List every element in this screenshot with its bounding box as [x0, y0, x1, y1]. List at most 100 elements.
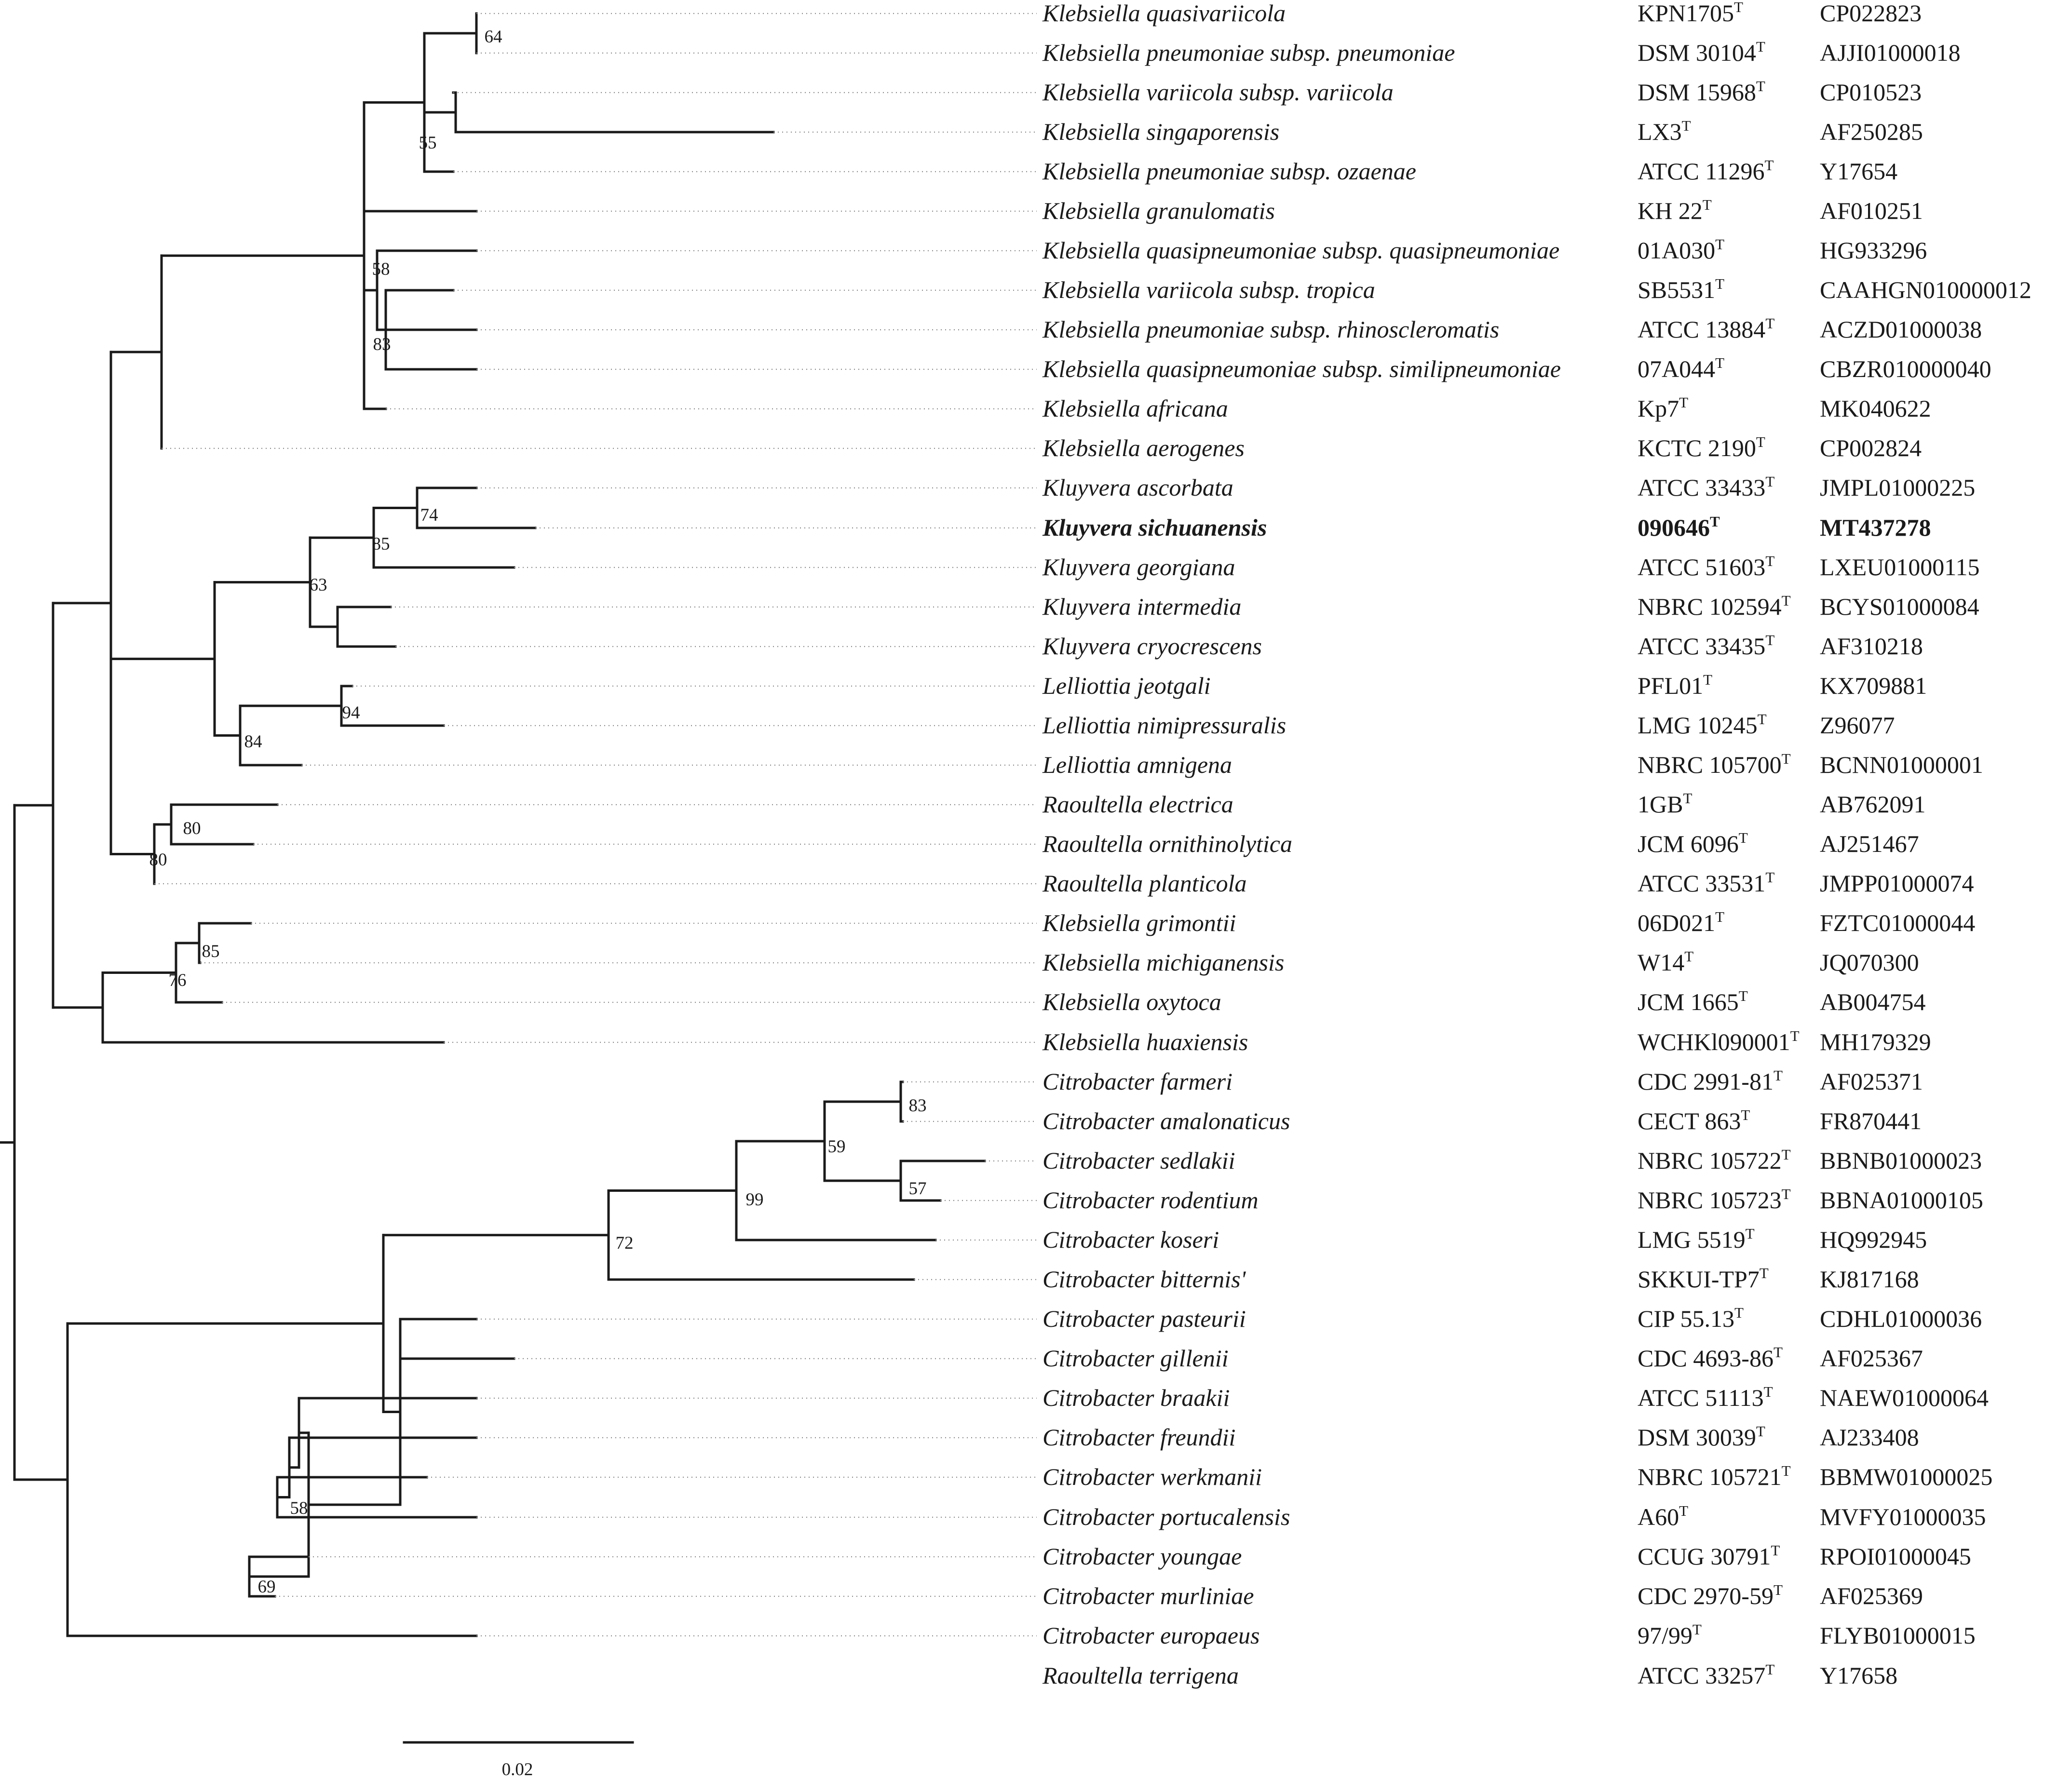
taxon-name: Klebsiella huaxiensis — [1042, 1028, 1248, 1055]
accession-number: JMPP01000074 — [1820, 870, 1974, 897]
taxon-name: Klebsiella pneumoniae subsp. pneumoniae — [1042, 39, 1455, 66]
taxon-name: Raoultella planticola — [1042, 870, 1247, 897]
strain-id: JCM 1665T — [1638, 987, 1748, 1015]
accession-number: BCNN01000001 — [1820, 751, 1983, 778]
strain-id: NBRC 105722T — [1638, 1146, 1791, 1174]
accession-number: AF250285 — [1820, 118, 1923, 145]
accession-number: AF025369 — [1820, 1582, 1923, 1609]
strain-id: CDC 4693-86T — [1638, 1344, 1783, 1372]
taxon-name: Klebsiella pneumoniae subsp. ozaenae — [1042, 158, 1416, 185]
taxon-name: Lelliottia amnigena — [1042, 751, 1232, 778]
strain-id: NBRC 105700T — [1638, 750, 1791, 778]
accession-number: RPOI01000045 — [1820, 1543, 1971, 1570]
accession-number: KJ817168 — [1820, 1266, 1919, 1293]
strain-id: Kp7T — [1638, 394, 1688, 422]
taxon-name: Klebsiella variicola subsp. variicola — [1042, 79, 1394, 106]
tree-branches — [0, 12, 986, 1637]
taxon-name: Kluyvera sichuanensis — [1042, 514, 1267, 541]
accession-number: AJ251467 — [1820, 830, 1919, 857]
taxon-name: Klebsiella variicola subsp. tropica — [1042, 276, 1375, 303]
bootstrap-value: 85 — [372, 534, 390, 554]
accession-number: FR870441 — [1820, 1107, 1922, 1134]
bootstrap-value: 57 — [909, 1179, 927, 1199]
taxon-name: Citrobacter bitternis' — [1043, 1266, 1246, 1293]
taxon-name: Klebsiella quasipneumoniae subsp. quasip… — [1042, 237, 1559, 264]
accession-number: AF025367 — [1820, 1345, 1923, 1372]
taxon-name: Lelliottia nimipressuralis — [1042, 712, 1286, 739]
taxon-name: Klebsiella quasipneumoniae subsp. simili… — [1042, 355, 1561, 382]
taxon-name: Citrobacter rodentium — [1043, 1187, 1259, 1214]
taxon-name: Klebsiella grimontii — [1042, 909, 1236, 936]
bootstrap-value: 74 — [420, 505, 438, 525]
strain-id: PFL01T — [1638, 671, 1712, 699]
strain-id: LX3T — [1638, 117, 1691, 145]
taxon-name: Klebsiella pneumoniae subsp. rhinosclero… — [1042, 316, 1499, 343]
taxon-name: Citrobacter werkmanii — [1043, 1463, 1262, 1490]
strain-id: KH 22T — [1638, 196, 1712, 224]
taxon-name: Lelliottia jeotgali — [1042, 672, 1211, 699]
taxon-name: Kluyvera intermedia — [1042, 593, 1241, 620]
bootstrap-value: 64 — [485, 27, 502, 47]
strain-id: NBRC 105721T — [1638, 1462, 1791, 1490]
bootstrap-value: 80 — [149, 850, 167, 870]
bootstrap-value: 94 — [342, 703, 360, 723]
strain-id: DSM 15968T — [1638, 78, 1765, 106]
accession-number: BBMW01000025 — [1820, 1463, 1992, 1490]
taxon-name: Raoultella terrigena — [1042, 1662, 1239, 1689]
taxon-name: Raoultella electrica — [1042, 791, 1233, 818]
taxon-name: Citrobacter europaeus — [1043, 1622, 1259, 1649]
scale-bar: 0.02 — [403, 1741, 634, 1780]
strain-id: WCHKl090001T — [1638, 1027, 1800, 1055]
taxon-name: Raoultella ornithinolytica — [1042, 830, 1292, 857]
leader-lines — [154, 13, 1037, 1637]
accession-number: AF310218 — [1820, 633, 1923, 660]
accession-number: FZTC01000044 — [1820, 909, 1975, 936]
strain-id: W14T — [1638, 948, 1693, 976]
taxon-name: Klebsiella michiganensis — [1042, 949, 1284, 976]
strain-id: CDC 2970-59T — [1638, 1581, 1783, 1609]
strain-id: LMG 5519T — [1638, 1225, 1755, 1253]
taxon-name: Klebsiella granulomatis — [1042, 197, 1275, 224]
accession-number: Z96077 — [1820, 712, 1895, 739]
accession-number: AF025371 — [1820, 1068, 1923, 1095]
taxon-labels: Klebsiella quasivariicola KPN1705T CP02282… — [1042, 0, 2031, 1689]
strain-id: 06D021T — [1638, 908, 1724, 936]
strain-id: CDC 2991-81T — [1638, 1067, 1783, 1095]
bootstrap-value: 85 — [202, 942, 220, 961]
strain-id: ATCC 51113T — [1638, 1383, 1773, 1411]
taxon-name: Klebsiella africana — [1042, 395, 1228, 422]
strain-id: NBRC 105723T — [1638, 1186, 1791, 1214]
strain-id: CCUG 30791T — [1638, 1542, 1780, 1570]
accession-number: AJ233408 — [1820, 1424, 1919, 1451]
accession-number: JQ070300 — [1820, 949, 1919, 976]
strain-id: ATCC 33433T — [1638, 473, 1774, 501]
accession-number: AB762091 — [1820, 791, 1925, 818]
strain-id: 97/99T — [1638, 1621, 1702, 1649]
accession-number: BCYS01000084 — [1820, 593, 1979, 620]
strain-id: ATCC 11296T — [1638, 157, 1774, 185]
bootstrap-value: 55 — [419, 133, 437, 153]
taxon-name: Klebsiella quasivariicola — [1042, 0, 1286, 27]
taxon-name: Citrobacter portucalensis — [1043, 1503, 1290, 1530]
accession-number: NAEW01000064 — [1820, 1384, 1989, 1411]
taxon-name: Kluyvera ascorbata — [1042, 474, 1233, 501]
accession-number: HG933296 — [1820, 237, 1927, 264]
bootstrap-value: 58 — [290, 1498, 308, 1518]
strain-id: ATCC 51603T — [1638, 553, 1774, 580]
accession-number: CP022823 — [1820, 0, 1922, 27]
accession-number: CDHL01000036 — [1820, 1305, 1982, 1332]
accession-number: AF010251 — [1820, 197, 1923, 224]
bootstrap-value: 58 — [372, 259, 390, 279]
accession-number: CP010523 — [1820, 79, 1922, 106]
taxon-name: Klebsiella aerogenes — [1042, 434, 1245, 461]
accession-number: BBNA01000105 — [1820, 1187, 1983, 1214]
taxon-name: Citrobacter farmeri — [1043, 1068, 1232, 1095]
strain-id: CECT 863T — [1638, 1106, 1750, 1134]
bootstrap-value: 84 — [244, 732, 262, 752]
taxon-name: Kluyvera cryocrescens — [1042, 633, 1262, 660]
bootstrap-value: 69 — [258, 1577, 276, 1597]
strain-id: ATCC 13884T — [1638, 315, 1774, 343]
accession-number: MVFY01000035 — [1820, 1503, 1986, 1530]
taxon-name: Citrobacter sedlakii — [1043, 1147, 1235, 1174]
accession-number: Y17654 — [1820, 158, 1897, 185]
